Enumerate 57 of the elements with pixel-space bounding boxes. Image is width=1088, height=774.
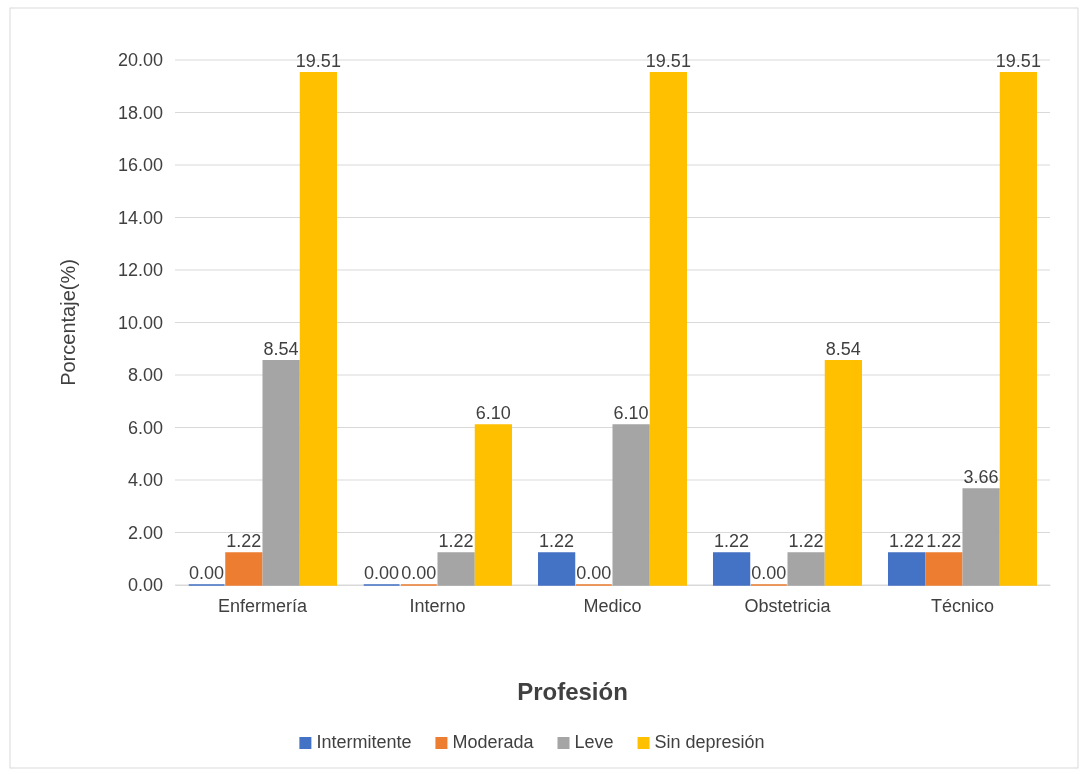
data-label: 1.22	[714, 530, 750, 551]
legend-label: Leve	[574, 732, 614, 752]
x-tick-label: Obstetricia	[744, 595, 832, 616]
bar	[612, 424, 650, 586]
x-tick-label: Enfermería	[217, 595, 308, 616]
y-tick-label: 20.00	[117, 50, 163, 71]
y-tick-label: 4.00	[127, 470, 163, 491]
data-label: 1.22	[226, 530, 262, 551]
y-axis-title: Porcentaje(%)	[57, 259, 79, 386]
data-label: 1.22	[788, 530, 824, 551]
data-label: 0.00	[751, 563, 787, 583]
data-label: 1.22	[889, 530, 925, 551]
data-label: 8.54	[825, 338, 861, 359]
x-tick-label: Medico	[583, 595, 642, 616]
bar	[299, 72, 338, 586]
data-label: 1.22	[926, 530, 962, 551]
bar	[649, 72, 688, 586]
legend-label: Intermitente	[316, 732, 412, 752]
data-label: 3.66	[963, 466, 999, 487]
bar	[225, 552, 263, 586]
y-tick-label: 8.00	[127, 365, 163, 386]
data-label: 6.10	[475, 402, 511, 423]
bar	[437, 552, 475, 586]
data-label: 0.00	[401, 563, 437, 583]
x-axis-title: Profesión	[517, 678, 628, 705]
y-tick-label: 18.00	[117, 102, 163, 123]
legend-label: Moderada	[452, 732, 535, 752]
y-tick-label: 12.00	[117, 260, 163, 281]
y-tick-label: 14.00	[117, 207, 163, 228]
data-label: 0.00	[364, 563, 400, 583]
bar	[887, 552, 926, 586]
bar	[787, 552, 825, 586]
bar	[262, 360, 300, 586]
data-label: 1.22	[438, 530, 474, 551]
x-tick-label: Técnico	[930, 595, 995, 616]
bar	[712, 552, 751, 586]
legend-label: Sin depresión	[654, 732, 765, 752]
data-label: 6.10	[613, 402, 649, 423]
data-label: 19.51	[645, 50, 691, 71]
data-label: 1.22	[539, 530, 575, 551]
bar	[474, 424, 513, 586]
data-label: 0.00	[576, 563, 612, 583]
y-tick-label: 2.00	[127, 522, 163, 543]
bar	[537, 552, 576, 586]
data-label: 19.51	[295, 50, 341, 71]
x-tick-label: Interno	[409, 595, 466, 616]
data-label: 0.00	[189, 563, 225, 583]
y-tick-label: 10.00	[117, 312, 163, 333]
y-tick-label: 0.00	[127, 575, 163, 596]
data-label: 8.54	[263, 338, 299, 359]
y-tick-label: 6.00	[127, 417, 163, 438]
bar	[925, 552, 963, 586]
data-label: 19.51	[995, 50, 1041, 71]
y-tick-label: 16.00	[117, 155, 163, 176]
bar	[824, 360, 863, 586]
bar	[962, 488, 1000, 586]
bar	[999, 72, 1038, 586]
